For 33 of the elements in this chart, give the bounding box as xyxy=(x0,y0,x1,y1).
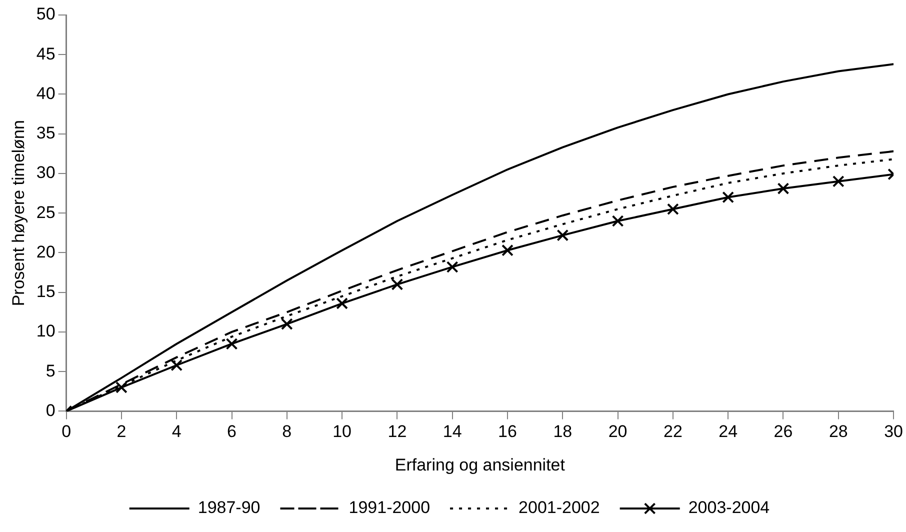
y-tick-label: 50 xyxy=(36,4,56,24)
y-tick-label: 25 xyxy=(36,202,56,222)
y-tick-label: 35 xyxy=(36,124,56,143)
y-tick-label: 0 xyxy=(46,400,56,420)
x-tick-label: 0 xyxy=(62,422,72,442)
x-tick-label: 6 xyxy=(227,422,236,442)
x-tick-label: 26 xyxy=(774,422,793,442)
y-tick-label: 15 xyxy=(36,282,56,302)
x-axis-title: Erfaring og ansiennitet xyxy=(394,455,566,474)
y-tick-label: 10 xyxy=(36,322,56,341)
x-tick-label: 24 xyxy=(718,422,738,442)
x-tick-label: 16 xyxy=(498,422,517,442)
x-tick-label: 12 xyxy=(388,422,407,442)
legend-label: 2001-2002 xyxy=(518,498,600,518)
y-tick-label: 5 xyxy=(46,361,56,380)
x-tick-label: 2 xyxy=(116,422,126,442)
legend-label: 1991-2000 xyxy=(348,498,430,518)
y-tick-label: 45 xyxy=(36,44,56,64)
x-tick-label: 22 xyxy=(663,422,682,442)
y-tick-label: 40 xyxy=(36,84,56,103)
y-tick-label: 30 xyxy=(36,163,56,182)
y-tick-label: 20 xyxy=(36,242,56,262)
legend-label: 1987-90 xyxy=(198,498,260,518)
x-tick-label: 30 xyxy=(884,422,904,442)
x-tick-label: 18 xyxy=(553,422,572,442)
x-tick-label: 20 xyxy=(608,422,628,442)
legend-label: 2003-2004 xyxy=(688,498,770,518)
x-tick-label: 28 xyxy=(828,422,848,442)
x-tick-label: 10 xyxy=(332,422,352,442)
x-tick-label: 14 xyxy=(442,422,462,442)
x-tick-label: 8 xyxy=(282,422,292,442)
y-axis-title: Prosent høyere timelønn xyxy=(8,120,28,306)
x-tick-label: 4 xyxy=(172,422,182,442)
